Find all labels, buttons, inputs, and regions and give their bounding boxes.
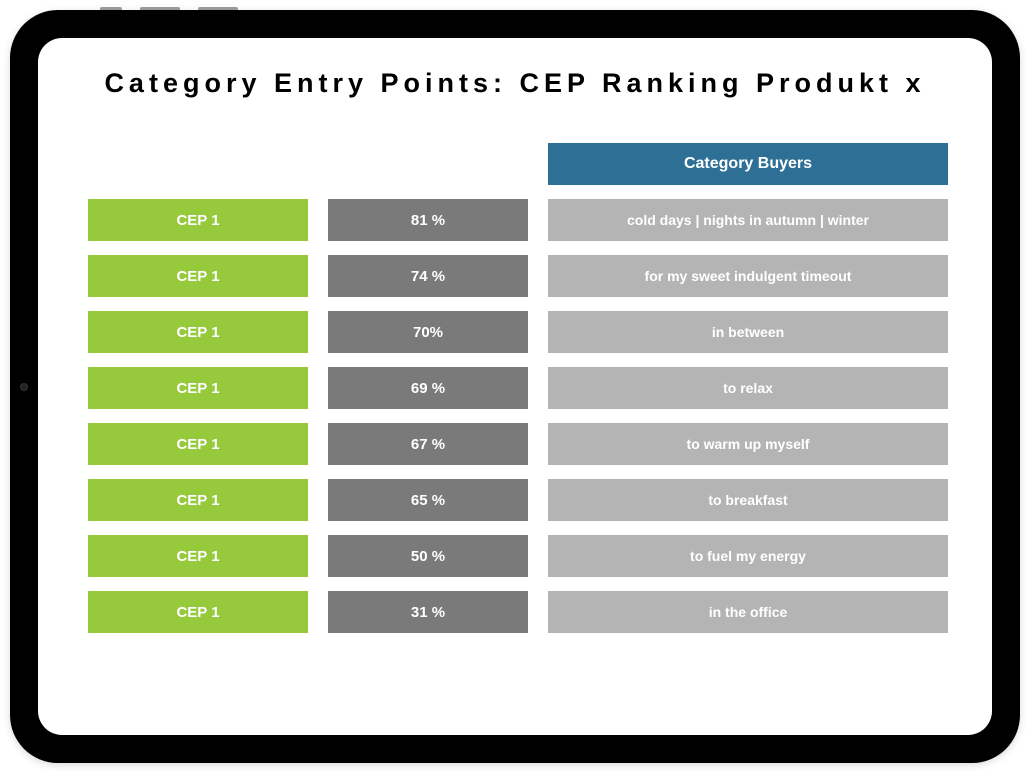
cep-label-cell: CEP 1 [88,479,308,521]
tablet-physical-buttons [100,7,238,10]
cep-percent-cell: 65 % [328,479,528,521]
tablet-camera [20,383,28,391]
header-spacer [328,143,528,185]
slide-title: Category Entry Points: CEP Ranking Produ… [88,68,942,99]
tablet-button [198,7,238,10]
cep-description-cell: to relax [548,367,948,409]
cep-label-cell: CEP 1 [88,367,308,409]
cep-label-cell: CEP 1 [88,423,308,465]
cep-percent-cell: 50 % [328,535,528,577]
cep-percent-cell: 70% [328,311,528,353]
cep-description-cell: to fuel my energy [548,535,948,577]
cep-description-cell: for my sweet indulgent timeout [548,255,948,297]
cep-description-cell: in the office [548,591,948,633]
tablet-button [140,7,180,10]
cep-percent-cell: 69 % [328,367,528,409]
tablet-frame: Category Entry Points: CEP Ranking Produ… [10,10,1020,763]
cep-label-cell: CEP 1 [88,255,308,297]
cep-description-cell: in between [548,311,948,353]
cep-percent-cell: 67 % [328,423,528,465]
cep-percent-cell: 74 % [328,255,528,297]
cep-label-cell: CEP 1 [88,311,308,353]
tablet-button [100,7,122,10]
cep-description-cell: to breakfast [548,479,948,521]
cep-description-cell: cold days | nights in autumn | winter [548,199,948,241]
cep-label-cell: CEP 1 [88,199,308,241]
cep-label-cell: CEP 1 [88,591,308,633]
cep-percent-cell: 81 % [328,199,528,241]
column-header-category-buyers: Category Buyers [548,143,948,185]
header-spacer [88,143,308,185]
cep-percent-cell: 31 % [328,591,528,633]
cep-description-cell: to warm up myself [548,423,948,465]
tablet-screen: Category Entry Points: CEP Ranking Produ… [38,38,992,735]
cep-label-cell: CEP 1 [88,535,308,577]
cep-table: Category BuyersCEP 181 %cold days | nigh… [88,143,942,633]
